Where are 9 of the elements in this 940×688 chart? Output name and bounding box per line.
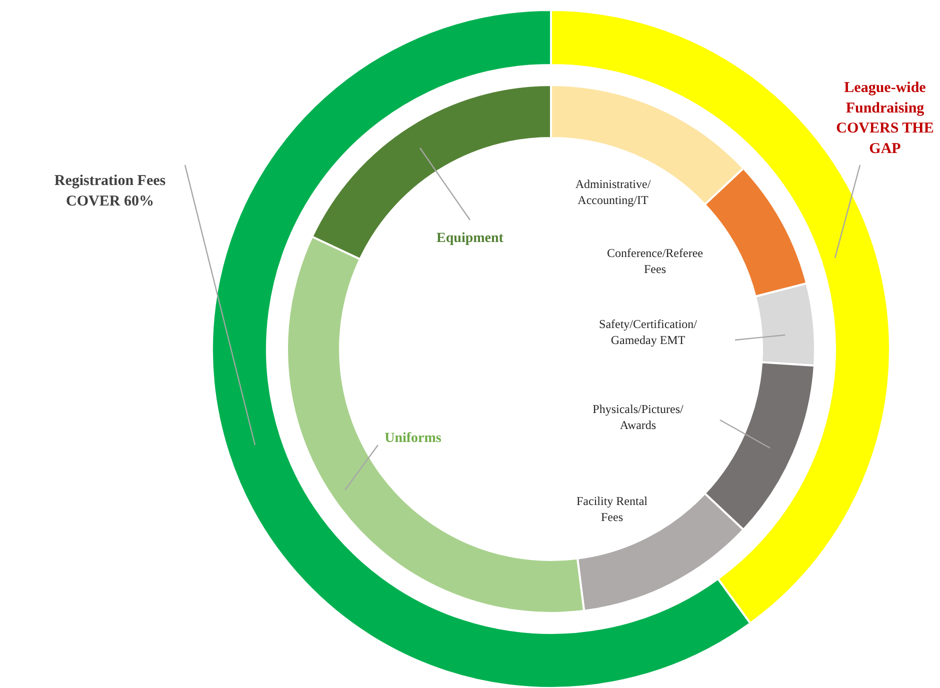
slice-label: Administrative/Accounting/IT: [575, 177, 652, 208]
slice-label: League-wide Fundraising COVERS THE GAP: [836, 80, 934, 157]
slice-label: Registration Fees COVER 60%: [54, 173, 166, 210]
slice-label: Safety/Certification/ Gameday EMT: [599, 317, 698, 348]
slice-label: Physicals/Pictures/ Awards: [592, 402, 684, 432]
slice-label: Conference/Referee Fees: [607, 246, 703, 276]
slice-label: Equipment: [436, 231, 504, 246]
slice-label: Facility Rental Fees: [576, 494, 648, 524]
slice-label: Uniforms: [384, 431, 442, 446]
